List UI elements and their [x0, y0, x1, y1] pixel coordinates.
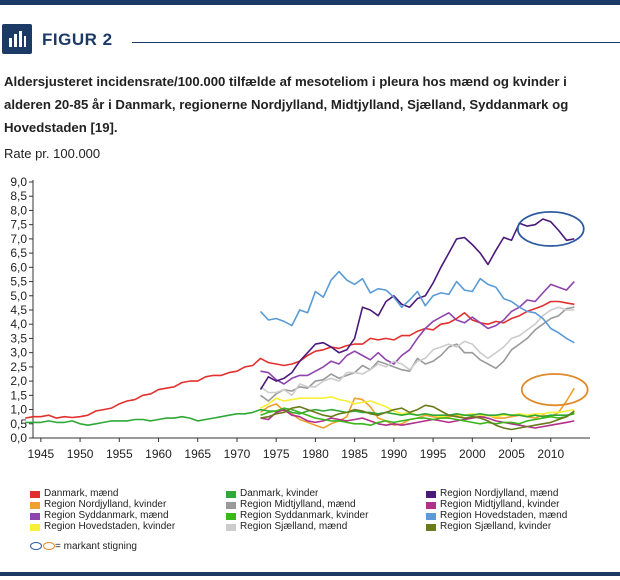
- y-tick-label: 5,0: [10, 289, 27, 303]
- y-tick-label: 2,5: [10, 360, 27, 374]
- legend-item: Region Midtjylland, mænd: [226, 499, 356, 511]
- x-tick-label: 1995: [420, 447, 447, 461]
- x-tick-label: 1960: [145, 447, 172, 461]
- y-tick-label: 4,5: [10, 303, 27, 317]
- x-tick-label: 2005: [498, 447, 525, 461]
- y-tick-label: 9,0: [10, 175, 27, 189]
- legend-label: Region Nordjylland, kvinder: [44, 499, 167, 510]
- x-tick-label: 1990: [381, 447, 408, 461]
- series-line-4: [260, 396, 575, 418]
- blue-ellipse-icon: [30, 542, 42, 551]
- legend-swatch: [30, 501, 40, 509]
- figure-header: FIGUR 2: [0, 22, 620, 62]
- legend-label: Region Nordjylland, mænd: [440, 488, 559, 499]
- legend-swatch: [426, 523, 436, 531]
- x-tick-label: 1965: [184, 447, 211, 461]
- y-tick-label: 1,0: [10, 403, 27, 417]
- annotation-ellipse-1: [516, 210, 585, 247]
- legend-label: Region Sjælland, mænd: [240, 521, 348, 532]
- series-line-11: [260, 407, 575, 427]
- legend-swatch: [30, 523, 40, 531]
- x-tick-label: 1985: [341, 447, 368, 461]
- legend-item: Region Syddanmark, mænd: [30, 510, 169, 522]
- legend-swatch: [30, 512, 40, 520]
- y-tick-label: 6,0: [10, 260, 27, 274]
- legend-label: Region Midtjylland, mænd: [240, 499, 356, 510]
- legend-note: = markant stigning: [30, 540, 137, 554]
- series-line-8: [259, 218, 575, 391]
- legend-label: Region Midtjylland, kvinder: [440, 499, 560, 510]
- legend-item: Region Hovedstaden, kvinder: [30, 521, 175, 533]
- y-tick-label: 5,5: [10, 275, 27, 289]
- chart-legend: Danmark, mænd Region Nordjylland, kvinder…: [30, 488, 620, 558]
- annotation-ellipse-2: [520, 373, 589, 407]
- legend-label: Region Hovedstaden, mænd: [440, 510, 568, 521]
- y-tick-label: 6,5: [10, 246, 27, 260]
- legend-swatch: [226, 512, 236, 520]
- series-line-1: [25, 300, 575, 419]
- series-line-12: [260, 404, 575, 431]
- y-axis-label: Rate pr. 100.000: [4, 146, 101, 161]
- y-tick-label: 7,0: [10, 232, 27, 246]
- legend-label: Region Syddanmark, kvinder: [240, 510, 369, 521]
- y-tick-label: 8,5: [10, 189, 27, 203]
- x-tick-label: 1945: [27, 447, 54, 461]
- series-line-6: [260, 306, 575, 402]
- line-chart: 0,00,51,01,52,02,53,03,54,04,55,05,56,06…: [10, 175, 590, 461]
- legend-swatch: [426, 490, 436, 498]
- legend-item: Region Sjælland, kvinder: [426, 521, 551, 533]
- x-tick-label: 1970: [224, 447, 251, 461]
- legend-item: Danmark, mænd: [30, 488, 118, 500]
- bottom-rule: [0, 572, 620, 576]
- legend-label: Danmark, kvinder: [240, 488, 319, 499]
- top-rule: [0, 0, 620, 5]
- legend-label: Danmark, mænd: [44, 488, 119, 499]
- y-tick-label: 1,5: [10, 388, 27, 402]
- legend-swatch: [426, 512, 436, 520]
- x-tick-label: 2000: [459, 447, 486, 461]
- legend-label: Region Sjælland, kvinder: [440, 521, 552, 532]
- legend-item: Region Nordjylland, kvinder: [30, 499, 166, 511]
- legend-note-text: = markant stigning: [55, 541, 137, 552]
- series-line-9: [260, 408, 575, 429]
- legend-item: Region Midtjylland, kvinder: [426, 499, 560, 511]
- series-line-7: [260, 306, 575, 397]
- bar-chart-icon: [2, 24, 32, 54]
- figure-caption: Aldersjusteret incidensrate/100.000 tilf…: [4, 74, 569, 135]
- legend-label: Region Hovedstaden, kvinder: [44, 521, 176, 532]
- figure-rule: [132, 42, 620, 43]
- legend-item: Danmark, kvinder: [226, 488, 318, 500]
- legend-swatch: [226, 523, 236, 531]
- y-tick-label: 3,0: [10, 346, 27, 360]
- figure-label: FIGUR 2: [42, 30, 113, 49]
- legend-item: Region Nordjylland, mænd: [426, 488, 558, 500]
- legend-item: Region Syddanmark, kvinder: [226, 510, 368, 522]
- y-tick-label: 0,0: [10, 431, 27, 445]
- series-line-10: [259, 270, 575, 344]
- orange-ellipse-icon: [43, 542, 55, 551]
- y-tick-label: 7,5: [10, 218, 27, 232]
- x-tick-label: 1975: [263, 447, 290, 461]
- x-tick-label: 1950: [67, 447, 94, 461]
- legend-label: Region Syddanmark, mænd: [44, 510, 169, 521]
- x-tick-label: 1955: [106, 447, 133, 461]
- y-tick-label: 3,5: [10, 331, 27, 345]
- y-tick-label: 0,5: [10, 417, 27, 431]
- legend-item: Region Hovedstaden, mænd: [426, 510, 567, 522]
- legend-swatch: [226, 490, 236, 498]
- y-tick-label: 2,0: [10, 374, 27, 388]
- x-tick-label: 2010: [537, 447, 564, 461]
- series-line-3: [260, 281, 575, 385]
- x-tick-label: 1980: [302, 447, 329, 461]
- legend-swatch: [226, 501, 236, 509]
- series-line-5: [25, 408, 575, 427]
- y-tick-label: 4,0: [10, 317, 27, 331]
- legend-swatch: [30, 490, 40, 498]
- y-tick-label: 8,0: [10, 203, 27, 217]
- legend-item: Region Sjælland, mænd: [226, 521, 347, 533]
- legend-swatch: [426, 501, 436, 509]
